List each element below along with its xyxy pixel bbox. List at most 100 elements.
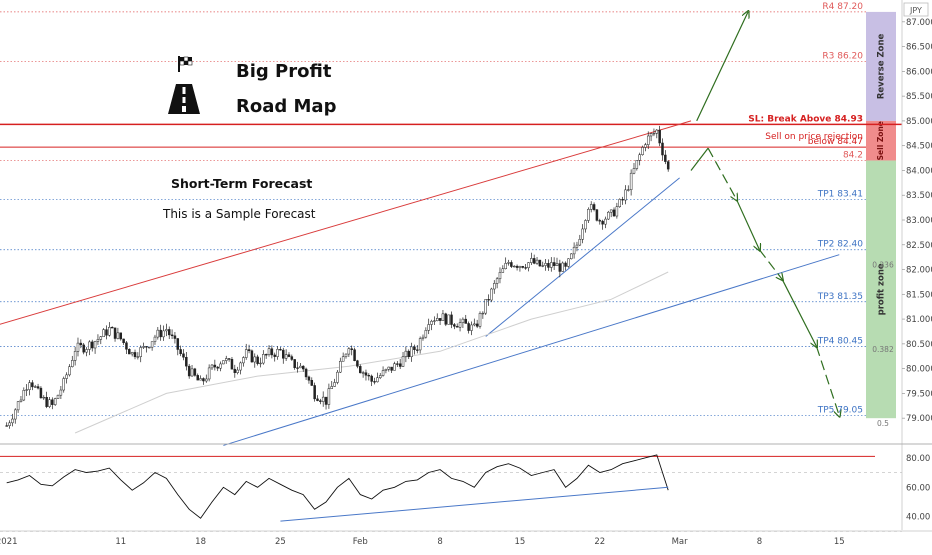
candle-body-10 (33, 386, 37, 388)
candle-body-93 (270, 348, 274, 356)
candle-body-114 (330, 386, 333, 389)
trendline-upper-channel (0, 120, 692, 325)
candle-body-22 (68, 366, 71, 376)
forecast-segment-3 (758, 249, 782, 280)
candle-body-19 (59, 389, 63, 396)
candle-body-228 (655, 129, 659, 134)
candle-body-99 (287, 354, 291, 357)
trendline-short-support (485, 177, 680, 337)
zone-label-1: Sell Zone (876, 121, 885, 160)
time-tick-label-5: 8 (437, 537, 442, 547)
candle-body-112 (324, 396, 328, 405)
level-label-9: TP4 80.45 (817, 336, 863, 346)
candle-body-59 (173, 335, 177, 339)
candle-body-170 (490, 288, 493, 301)
price-tick-label-13: 85.500 (906, 92, 932, 102)
candle-body-231 (664, 154, 667, 162)
candle-body-67 (196, 375, 199, 381)
candle-body-124 (359, 366, 362, 374)
zones-layer: Reverse Zone Sell Zone profit zone (866, 11, 896, 419)
candle-body-90 (262, 354, 265, 364)
candle-body-224 (644, 144, 647, 148)
price-tick-label-7: 82.500 (906, 241, 932, 251)
level-lines (0, 11, 902, 417)
candle-body-194 (558, 263, 562, 272)
candle-body-207 (595, 209, 599, 221)
forecast-arrows (690, 12, 839, 416)
osc-tick-label-2: 80.00 (906, 454, 930, 464)
candle-body-140 (404, 350, 408, 357)
candle-body-157 (453, 324, 456, 327)
candle-body-105 (304, 368, 308, 378)
candle-body-219 (629, 172, 633, 190)
candle-body-221 (635, 159, 639, 169)
candle-body-200 (575, 244, 579, 248)
candle-body-69 (202, 378, 205, 382)
level-label-6: TP1 83.41 (817, 190, 863, 200)
candle-body-186 (535, 259, 539, 264)
price-tick-label-1: 79.500 (906, 389, 932, 399)
candle-body-125 (361, 372, 365, 374)
candle-body-137 (396, 363, 399, 365)
candle-body-118 (341, 356, 345, 362)
trendline-lower-support (223, 254, 840, 446)
candle-body-50 (148, 346, 151, 349)
level-label-3: Sell on price rejection (765, 132, 863, 142)
osc-tick-label-1: 60.00 (906, 483, 930, 493)
candle-body-96 (279, 349, 282, 351)
candle-body-180 (518, 266, 522, 268)
candle-body-185 (532, 258, 536, 264)
candle-body-73 (213, 364, 217, 368)
candle-body-188 (541, 265, 544, 267)
candle-body-198 (570, 253, 573, 260)
fib-label-1: 0.382 (872, 345, 894, 354)
candle-body-164 (473, 323, 476, 326)
candle-body-147 (424, 330, 428, 338)
candle-body-155 (447, 314, 450, 325)
candle-body-152 (438, 318, 442, 321)
price-tick-label-12: 85.000 (906, 117, 932, 127)
title-line-2: Road Map (236, 96, 337, 117)
level-label-10: TP5 79.05 (817, 406, 863, 416)
candle-body-190 (547, 263, 550, 268)
candle-body-110 (319, 400, 322, 402)
candle-body-127 (367, 375, 371, 377)
candle-body-2 (11, 418, 14, 424)
candle-body-120 (347, 348, 351, 355)
candle-body-139 (401, 356, 405, 367)
forecast-segment-2 (736, 199, 760, 250)
candle-body-40 (119, 332, 123, 340)
candle-body-153 (441, 313, 445, 321)
candle-body-131 (378, 375, 382, 378)
candle-body-225 (646, 135, 650, 145)
candle-body-119 (344, 353, 348, 357)
candle-body-145 (418, 338, 422, 351)
candle-body-160 (461, 318, 465, 323)
road-icon (168, 84, 200, 114)
candle-body-35 (105, 329, 108, 336)
candle-body-199 (572, 246, 576, 255)
candle-body-30 (90, 341, 94, 349)
candle-body-43 (128, 349, 131, 355)
candle-body-57 (167, 329, 171, 336)
candle-body-62 (182, 353, 185, 358)
breakout-arrow (696, 12, 748, 122)
candle-body-26 (79, 342, 83, 346)
price-tick-label-6: 82.000 (906, 266, 932, 276)
candle-body-138 (398, 363, 402, 367)
candle-body-204 (587, 209, 590, 221)
candle-body-162 (467, 323, 470, 331)
candle-body-161 (464, 318, 468, 324)
candle-body-58 (170, 334, 174, 337)
candle-body-17 (53, 398, 57, 405)
candle-body-13 (42, 396, 46, 399)
candle-body-64 (187, 365, 191, 377)
forecast-segment-1 (707, 147, 737, 200)
candle-body-154 (444, 313, 448, 325)
price-tick-label-9: 83.500 (906, 191, 932, 201)
candle-body-117 (339, 361, 342, 373)
candle-body-107 (310, 380, 314, 386)
candle-body-70 (205, 378, 208, 382)
candle-body-52 (153, 336, 157, 342)
candle-body-74 (216, 366, 219, 369)
